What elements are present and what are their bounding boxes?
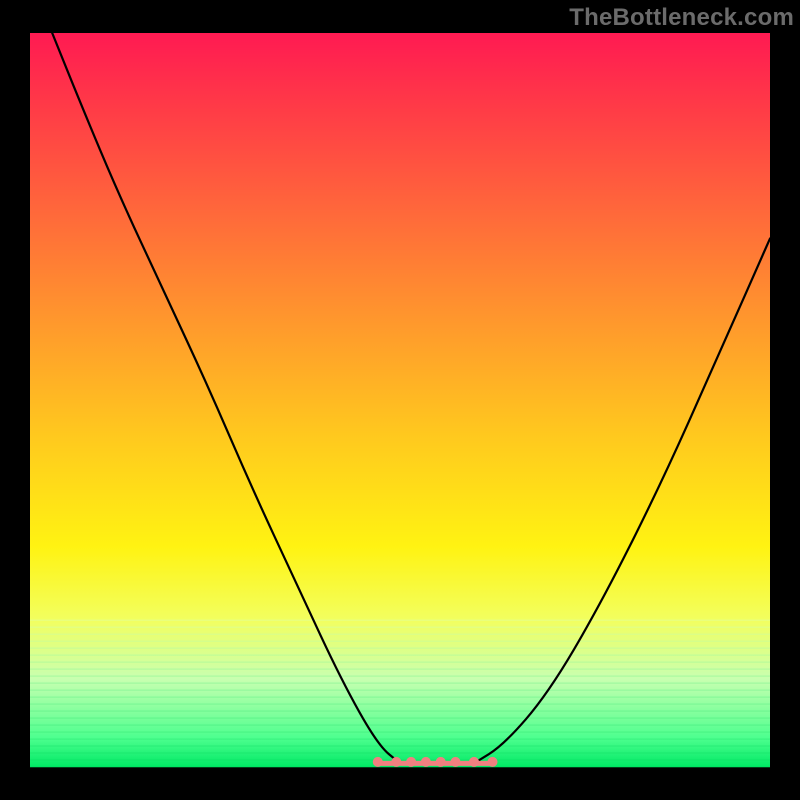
watermark-label: TheBottleneck.com bbox=[569, 4, 794, 32]
bottleneck-chart bbox=[0, 0, 800, 800]
gradient-panel bbox=[30, 33, 770, 767]
valley-marker bbox=[488, 757, 498, 767]
chart-container: TheBottleneck.com bbox=[0, 0, 800, 800]
